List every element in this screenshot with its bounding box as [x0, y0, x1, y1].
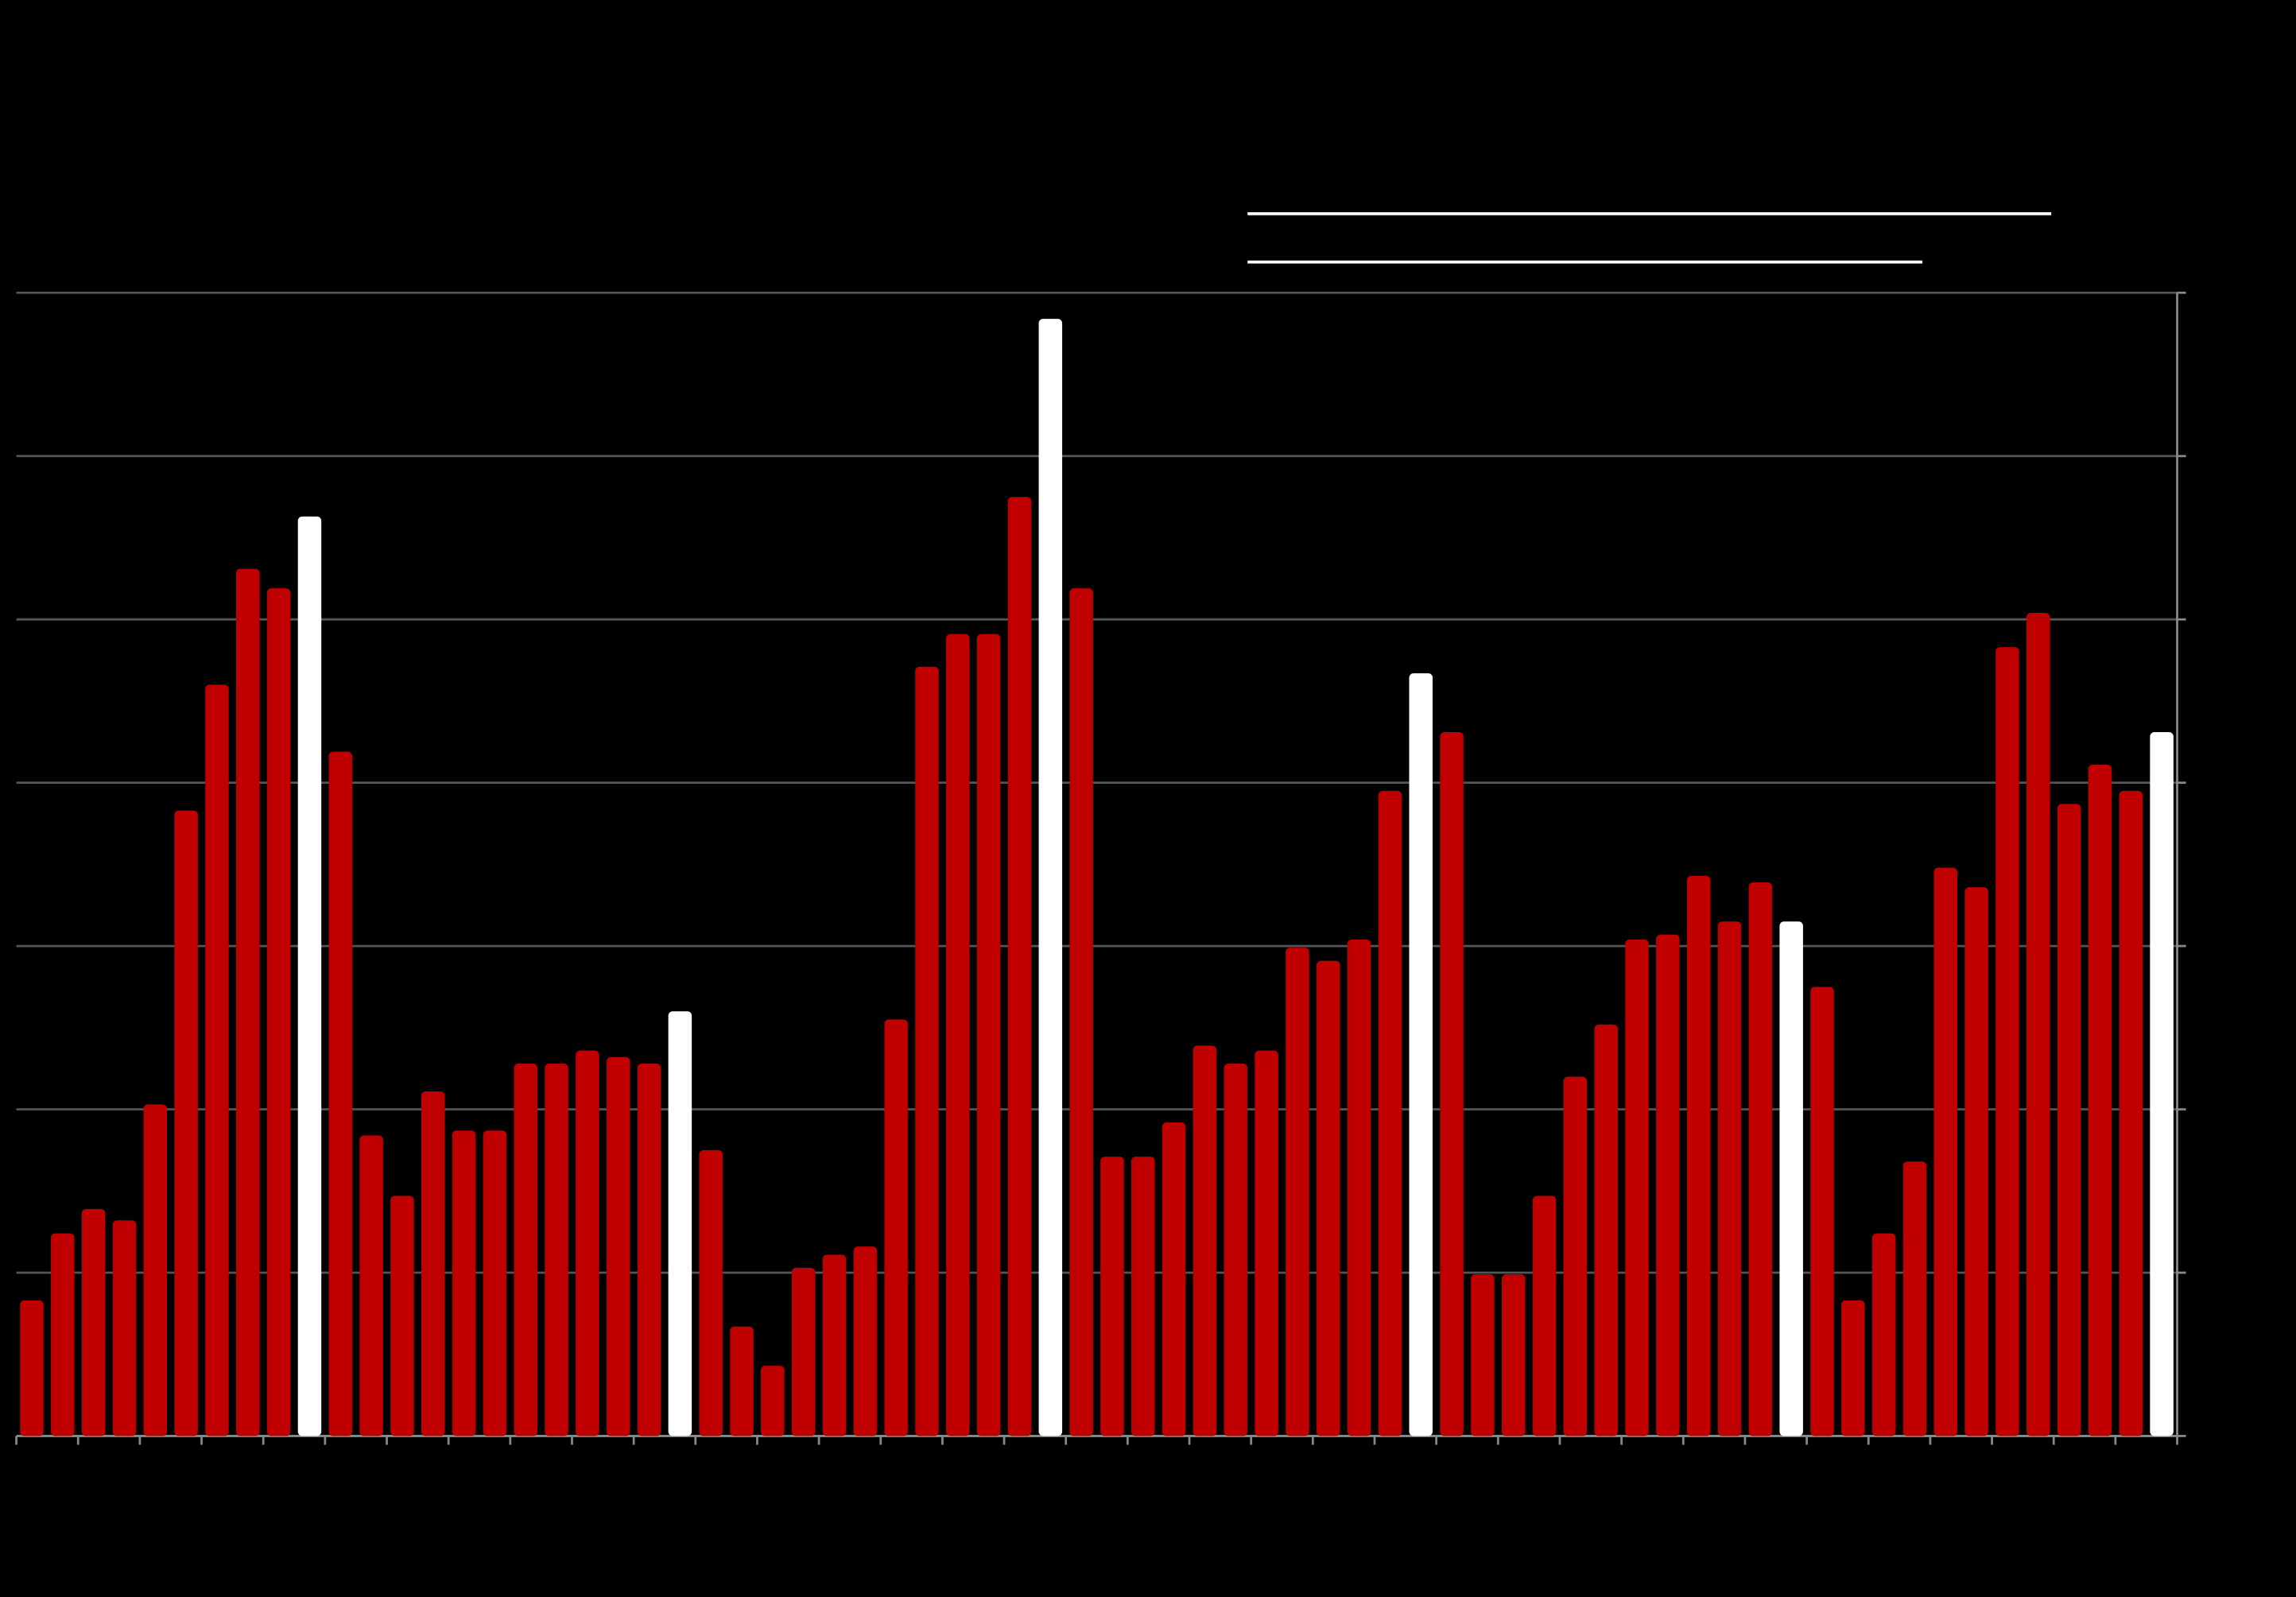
bar	[2057, 804, 2081, 1436]
bar	[730, 1326, 754, 1436]
bar	[2026, 612, 2050, 1436]
bar	[328, 751, 353, 1436]
bar	[2119, 790, 2143, 1436]
bar	[1686, 875, 1711, 1436]
bar	[1347, 939, 1371, 1436]
bar	[1933, 867, 1958, 1436]
bar	[699, 1149, 723, 1436]
y-tick-label: 3	[2195, 934, 2206, 956]
bar	[1440, 731, 1464, 1436]
bar	[1779, 921, 1803, 1436]
bar	[1378, 790, 1402, 1436]
bar	[51, 1233, 75, 1436]
bar	[1841, 1300, 1865, 1436]
y-tick-label: 6	[2195, 444, 2206, 467]
y-tick-label: 0	[2195, 1424, 2206, 1446]
bar	[2088, 765, 2112, 1436]
bar	[236, 568, 260, 1436]
bar	[266, 588, 291, 1436]
bar	[1131, 1157, 1155, 1436]
bar	[668, 1011, 692, 1436]
bar	[1162, 1122, 1186, 1436]
y-tick-label: 1	[2195, 1261, 2206, 1283]
bar	[853, 1246, 878, 1436]
bar	[174, 810, 198, 1436]
bar	[112, 1220, 137, 1436]
bar	[1810, 986, 1834, 1436]
bar	[637, 1064, 661, 1436]
bar	[1501, 1274, 1526, 1436]
y-tick-label: 5	[2195, 607, 2206, 630]
bar	[1069, 588, 1093, 1436]
bar	[915, 666, 939, 1436]
bar	[1871, 1233, 1896, 1436]
bar	[1532, 1196, 1557, 1436]
bar	[452, 1130, 476, 1436]
bar	[1007, 497, 1032, 1436]
bar	[483, 1130, 507, 1436]
bar	[1563, 1076, 1588, 1436]
bar	[1717, 921, 1742, 1436]
bar	[1224, 1064, 1248, 1436]
bar	[946, 634, 970, 1436]
bar	[884, 1019, 908, 1436]
bar	[1255, 1050, 1278, 1436]
bar	[576, 1050, 599, 1436]
y-tick-label: 2	[2195, 1097, 2206, 1119]
bar	[1038, 319, 1063, 1436]
bar	[20, 1300, 44, 1436]
bar	[545, 1064, 568, 1436]
bar	[81, 1208, 106, 1436]
bar	[1286, 948, 1309, 1436]
bar	[297, 516, 322, 1436]
bar	[205, 684, 229, 1436]
bar	[1317, 960, 1340, 1436]
bar	[761, 1366, 785, 1436]
bar	[1625, 939, 1649, 1436]
bar	[976, 634, 1001, 1436]
bar	[1409, 673, 1433, 1436]
bar	[1748, 882, 1773, 1436]
bar	[1656, 934, 1680, 1436]
bar	[1193, 1045, 1217, 1436]
bar	[791, 1267, 816, 1436]
y-tick-label: 7	[2195, 281, 2206, 303]
bar	[1594, 1024, 1618, 1436]
bar	[822, 1254, 847, 1436]
bar	[143, 1104, 168, 1436]
bar	[1100, 1157, 1124, 1436]
bar	[390, 1196, 414, 1436]
bar	[1964, 887, 1988, 1436]
bar	[359, 1135, 383, 1436]
bar	[421, 1091, 445, 1436]
bar	[606, 1056, 630, 1436]
bar	[1902, 1161, 1927, 1436]
bar	[1995, 647, 2019, 1436]
bar	[1471, 1274, 1495, 1436]
y-tick-label: 4	[2195, 770, 2206, 793]
bar	[514, 1064, 537, 1436]
bar	[2150, 731, 2174, 1436]
